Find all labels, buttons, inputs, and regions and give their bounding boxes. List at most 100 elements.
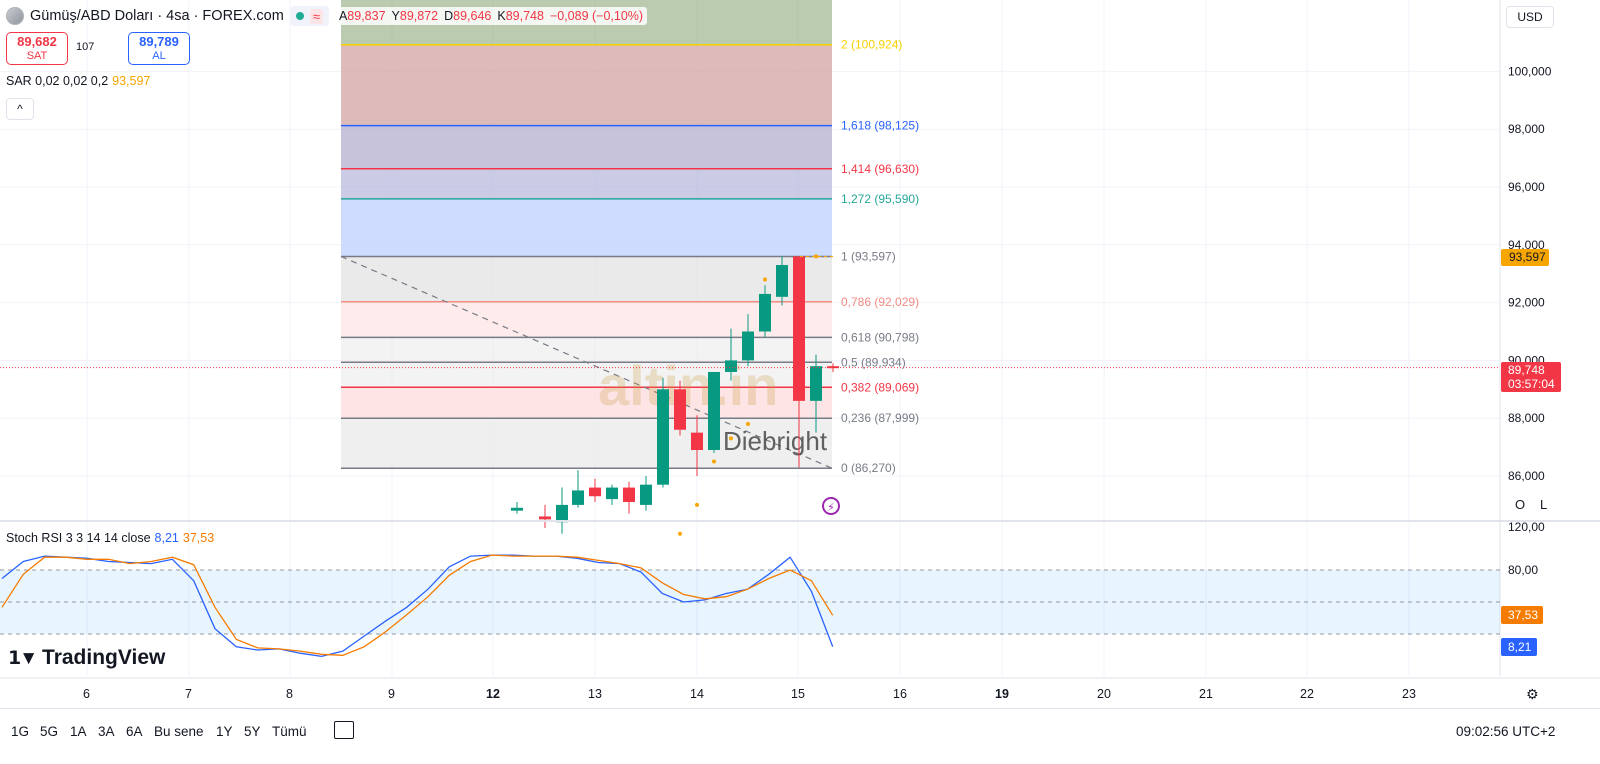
collapse-legend-button[interactable]: ^ xyxy=(6,98,34,120)
symbol-title[interactable]: Gümüş/ABD Doları · 4sa · FOREX.com xyxy=(30,8,284,24)
time-axis-tick: 20 xyxy=(1097,687,1111,701)
stoch-k-value: 8,21 xyxy=(154,531,179,545)
tradingview-logo[interactable]: 𝟭▼ TradingView xyxy=(8,646,165,670)
axis-settings-icon[interactable]: ⚙ xyxy=(1526,686,1539,702)
candle-body xyxy=(623,487,635,503)
buy-button[interactable]: 89,789 AL xyxy=(128,32,190,65)
candle-body xyxy=(640,484,652,505)
range-1g[interactable]: 1G xyxy=(11,724,30,739)
candle-body xyxy=(539,516,551,520)
stoch-rsi-legend[interactable]: Stoch RSI 3 3 14 14 close 8,21 37,53 xyxy=(6,531,214,545)
range-bu-sene[interactable]: Bu sene xyxy=(154,724,204,739)
fib-level-label: 0,382 (89,069) xyxy=(841,380,919,394)
calendar-icon[interactable] xyxy=(334,721,354,739)
fib-level-label: 0,786 (92,029) xyxy=(841,295,919,309)
fib-level-label: 1 (93,597) xyxy=(841,249,896,263)
time-axis-tick: 23 xyxy=(1402,687,1416,701)
candle-body xyxy=(793,256,805,401)
time-axis-tick: 19 xyxy=(995,687,1009,701)
time-axis-tick: 15 xyxy=(791,687,805,701)
stoch-d-line xyxy=(1,554,834,656)
approx-icon: ≈ xyxy=(309,8,323,24)
watermark-user: Diebright xyxy=(723,426,828,456)
fib-zone xyxy=(341,125,832,169)
candle-body xyxy=(742,331,754,361)
candle-body xyxy=(572,490,584,505)
scale-button-l[interactable]: L xyxy=(1540,497,1548,512)
stoch-k-tag xyxy=(1501,638,1537,656)
last-price-tag-label: 89,748 xyxy=(1508,363,1545,377)
flash-icon[interactable]: ⚡ xyxy=(822,497,840,515)
fib-zone xyxy=(341,362,832,388)
sar-dot xyxy=(763,277,767,282)
price-axis-tick: 88,000 xyxy=(1508,411,1545,425)
price-axis-tick: 94,000 xyxy=(1508,238,1545,252)
time-axis-tick: 12 xyxy=(486,687,500,701)
range-1y[interactable]: 1Y xyxy=(216,724,233,739)
sar-dot xyxy=(814,254,818,259)
fib-level-label: 0,618 (90,798) xyxy=(841,330,919,344)
time-axis-tick: 21 xyxy=(1199,687,1213,701)
stoch-k-tag-label: 8,21 xyxy=(1508,640,1532,654)
sar-legend[interactable]: SAR 0,02 0,02 0,2 93,597 xyxy=(6,74,150,88)
fib-zone xyxy=(341,301,832,338)
ohlc-open: A89,837 xyxy=(338,9,386,23)
candle-body xyxy=(657,389,669,485)
sar-dot xyxy=(746,421,750,426)
bottom-toolbar: 1G 5G 1A 3A 6A Bu sene 1Y 5Y Tümü 09:02:… xyxy=(0,708,1600,764)
sar-label: SAR 0,02 0,02 0,2 xyxy=(6,74,109,88)
last-price-tag xyxy=(1501,362,1561,392)
sell-button[interactable]: 89,682 SAT xyxy=(6,32,68,65)
range-3a[interactable]: 3A xyxy=(98,724,115,739)
range-5g[interactable]: 5G xyxy=(40,724,59,739)
sar-price-tag-label: 93,597 xyxy=(1509,250,1546,264)
fib-level-label: 1,618 (98,125) xyxy=(841,119,919,133)
watermark-brand: altin.in xyxy=(598,354,778,417)
market-open-icon xyxy=(295,12,304,20)
time-axis-tick: 22 xyxy=(1300,687,1314,701)
chevron-up-icon: ^ xyxy=(17,102,23,116)
time-axis-tick: 6 xyxy=(83,687,90,701)
currency-selector[interactable]: USD xyxy=(1506,6,1554,28)
scale-button-o[interactable]: O xyxy=(1515,497,1526,512)
buy-label: AL xyxy=(152,50,166,62)
tradingview-wordmark: TradingView xyxy=(42,646,166,669)
candle-body xyxy=(606,487,618,500)
candle-body xyxy=(511,507,523,511)
candle-body xyxy=(691,432,703,450)
price-axis-tick: 92,000 xyxy=(1508,296,1545,310)
range-1a[interactable]: 1A xyxy=(70,724,87,739)
fib-zone xyxy=(341,44,832,126)
time-axis-tick: 9 xyxy=(388,687,395,701)
sar-dot xyxy=(712,459,716,464)
clock-time[interactable]: 09:02:56 UTC+2 xyxy=(1456,724,1556,739)
price-axis-tick: 98,000 xyxy=(1508,122,1545,136)
sar-value: 93,597 xyxy=(112,74,151,88)
range-tumu[interactable]: Tümü xyxy=(272,724,307,739)
ohlc-legend: A89,837 Y89,872 D89,646 K89,748 −0,089 (… xyxy=(334,7,648,25)
sell-price: 89,682 xyxy=(17,34,57,49)
ohlc-close: K89,748 xyxy=(497,9,544,23)
buy-price: 89,789 xyxy=(139,34,179,49)
range-6a[interactable]: 6A xyxy=(126,724,143,739)
candle-body xyxy=(589,487,601,497)
fib-zone xyxy=(341,256,832,302)
ohlc-low: D89,646 xyxy=(444,9,492,23)
candle-body xyxy=(556,504,568,523)
range-5y[interactable]: 5Y xyxy=(244,724,261,739)
ohlc-change: −0,089 (−0,10%) xyxy=(549,9,644,23)
stoch-d-tag-label: 37,53 xyxy=(1508,608,1538,622)
silver-symbol-icon xyxy=(6,7,24,25)
fib-zone xyxy=(341,418,832,469)
fib-zone xyxy=(341,198,832,257)
sar-dot xyxy=(678,531,682,536)
status-pill[interactable]: ≈ xyxy=(289,6,329,26)
time-axis-tick: 13 xyxy=(588,687,602,701)
time-axis-tick: 16 xyxy=(893,687,907,701)
fib-level-label: 2 (100,924) xyxy=(841,38,902,52)
stoch-d-value: 37,53 xyxy=(182,531,215,545)
fib-zone xyxy=(341,387,832,419)
candle-body xyxy=(708,371,720,450)
spread-value: 107 xyxy=(76,41,95,53)
